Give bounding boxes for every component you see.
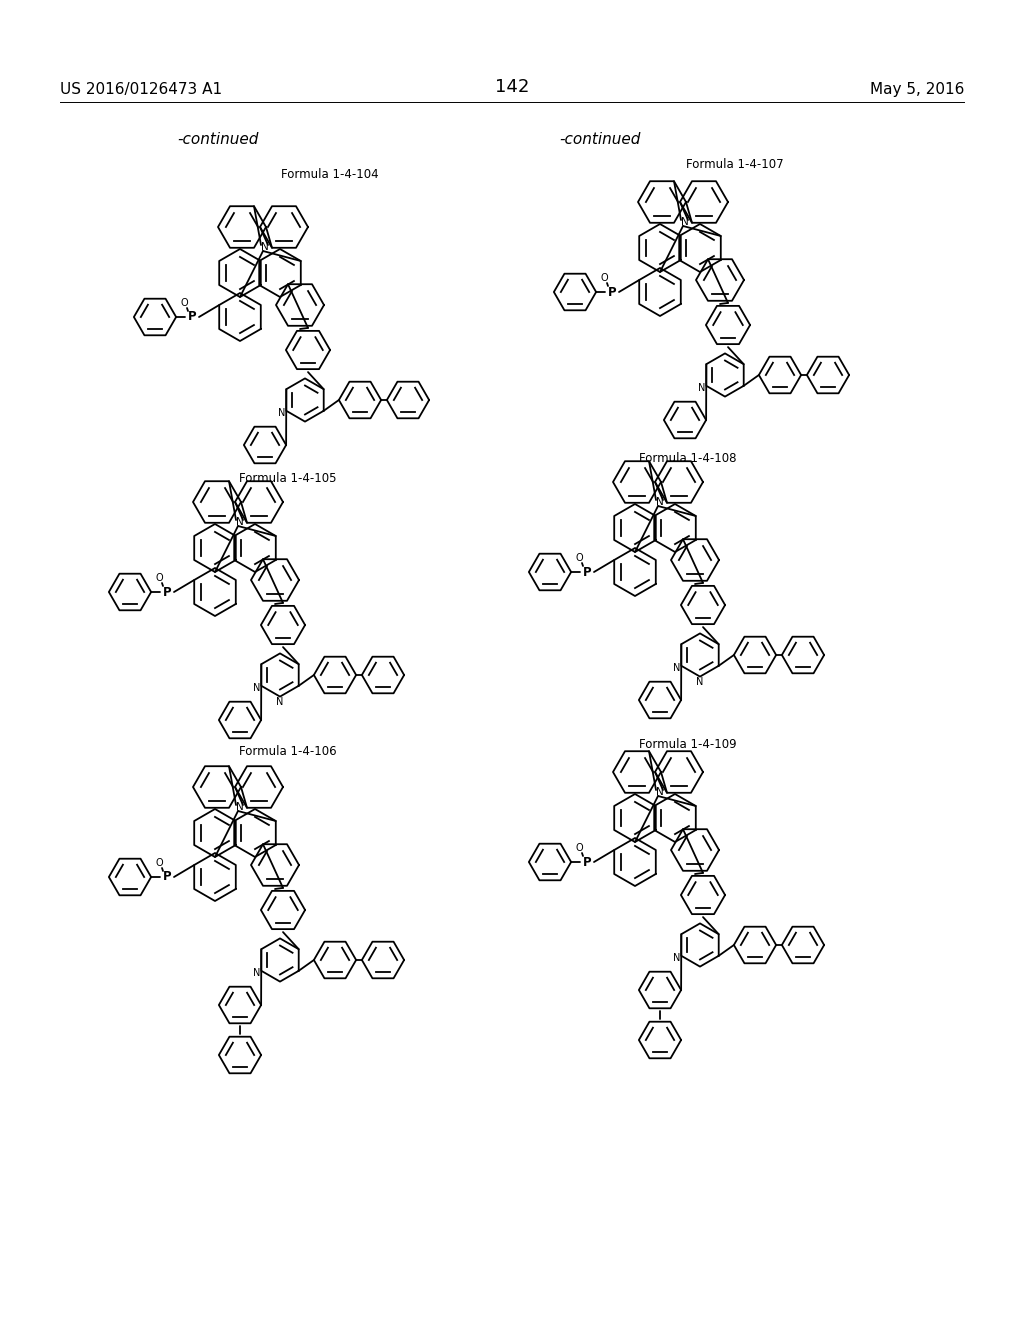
Text: -continued: -continued [177,132,259,147]
Text: P: P [187,310,197,323]
Text: Formula 1-4-107: Formula 1-4-107 [686,158,783,172]
Text: Formula 1-4-108: Formula 1-4-108 [639,451,736,465]
Text: O: O [156,573,163,583]
Text: N: N [261,242,269,252]
Text: Formula 1-4-105: Formula 1-4-105 [240,473,337,484]
Text: N: N [673,953,680,964]
Text: N: N [681,216,689,227]
Text: US 2016/0126473 A1: US 2016/0126473 A1 [60,82,222,96]
Text: N: N [673,664,680,673]
Text: N: N [656,787,664,797]
Text: 142: 142 [495,78,529,96]
Text: P: P [583,565,591,578]
Text: N: N [253,684,260,693]
Text: Formula 1-4-109: Formula 1-4-109 [639,738,737,751]
Text: -continued: -continued [559,132,641,147]
Text: O: O [575,843,583,853]
Text: N: N [656,498,664,507]
Text: P: P [163,586,171,598]
Text: N: N [253,969,260,978]
Text: N: N [279,408,286,418]
Text: P: P [163,870,171,883]
Text: P: P [607,285,616,298]
Text: N: N [696,677,703,686]
Text: N: N [237,803,244,812]
Text: N: N [276,697,284,708]
Text: P: P [583,855,591,869]
Text: Formula 1-4-104: Formula 1-4-104 [282,168,379,181]
Text: O: O [180,298,187,308]
Text: May 5, 2016: May 5, 2016 [869,82,964,96]
Text: N: N [237,517,244,527]
Text: O: O [575,553,583,564]
Text: O: O [600,273,608,282]
Text: Formula 1-4-106: Formula 1-4-106 [240,744,337,758]
Text: O: O [156,858,163,869]
Text: N: N [698,383,706,393]
